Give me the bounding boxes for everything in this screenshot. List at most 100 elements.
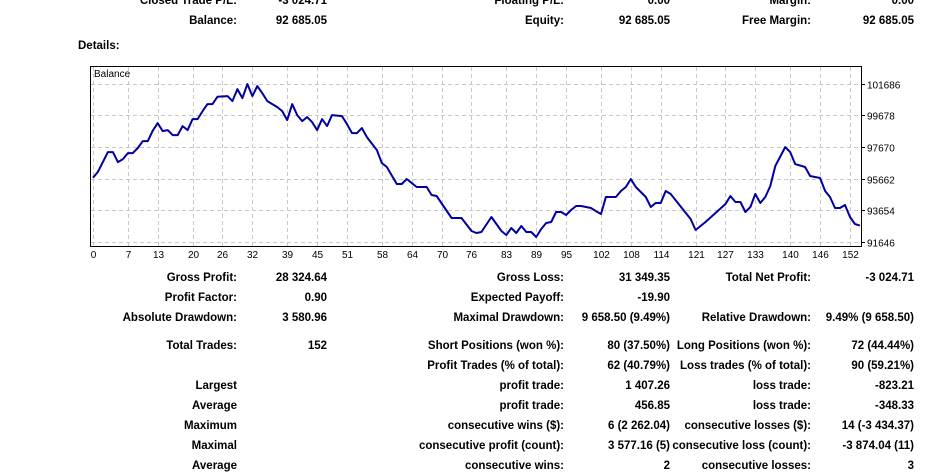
y-tick-label: 97670: [867, 144, 895, 155]
long-positions-value: 72 (44.44%): [851, 340, 914, 352]
loss-trades-label: Loss trades (% of total):: [680, 360, 811, 372]
profit-trades-label: Profit Trades (% of total):: [427, 360, 564, 372]
largest-loss-value: -823.21: [874, 380, 914, 392]
maximal-consecutive-loss-label: consecutive loss (count):: [672, 440, 811, 452]
x-tick-label: 133: [747, 250, 764, 261]
x-tick-label: 108: [623, 250, 640, 261]
gross-profit-value: 28 324.64: [275, 272, 327, 284]
margin-label: Margin:: [769, 0, 811, 7]
x-tick-label: 32: [247, 250, 259, 261]
balance-label: Balance:: [189, 15, 237, 27]
summary-row-2: Balance: 92 685.05 Equity: 92 685.05 Fre…: [0, 13, 914, 29]
expected-payoff-label: Expected Payoff:: [470, 292, 564, 304]
profit-factor-label: Profit Factor:: [164, 292, 237, 304]
balance-series-line: [92, 83, 861, 238]
x-tick-label: 146: [812, 250, 829, 261]
details-heading: Details:: [78, 40, 120, 52]
y-tick-label: 99678: [867, 112, 895, 123]
stats-row: Largest profit trade: 1 407.26 loss trad…: [0, 378, 914, 394]
equity-label: Equity:: [525, 15, 564, 27]
profit-trades-value: 62 (40.79%): [607, 360, 670, 372]
maximal-drawdown-label: Maximal Drawdown:: [453, 312, 564, 324]
avg-consecutive-losses-value: 3: [907, 460, 914, 472]
max-consecutive-wins-label: consecutive wins ($):: [447, 420, 564, 432]
profit-factor-value: 0.90: [304, 292, 327, 304]
x-tick-label: 102: [593, 250, 610, 261]
x-tick-label: 114: [654, 250, 670, 261]
x-tick-label: 152: [842, 250, 859, 261]
maximal-consecutive-profit-label: consecutive profit (count):: [418, 440, 564, 452]
x-tick-label: 89: [531, 250, 543, 261]
stats-row: Absolute Drawdown: 3 580.96 Maximal Draw…: [0, 310, 914, 326]
average-profit-label: profit trade:: [499, 400, 564, 412]
total-net-profit-value: -3 024.71: [865, 272, 914, 284]
chart-grid: [91, 67, 861, 246]
balance-value: 92 685.05: [275, 15, 327, 27]
avg-consecutive-wins-value: 2: [663, 460, 670, 472]
x-tick-label: 83: [501, 250, 513, 261]
average-loss-value: -348.33: [874, 400, 914, 412]
x-tick-label: 45: [312, 250, 324, 261]
maximum-label: Maximum: [183, 420, 237, 432]
x-tick-label: 127: [717, 250, 734, 261]
floating-pl-label: Floating P/L:: [494, 0, 564, 7]
stats-row: Profit Factor: 0.90 Expected Payoff: -19…: [0, 290, 914, 306]
y-tick-label: 93654: [867, 207, 895, 218]
balance-chart: Balance 0 7 13 20 26 32 39 45 51 58 64 70 76 83 89 95 10…: [90, 66, 901, 261]
total-trades-label: Total Trades:: [166, 340, 237, 352]
gross-loss-label: Gross Loss:: [496, 272, 564, 284]
average-loss-label: loss trade:: [752, 400, 811, 412]
x-tick-label: 95: [561, 250, 573, 261]
max-consecutive-wins-value: 6 (2 262.04): [607, 420, 670, 432]
relative-drawdown-label: Relative Drawdown:: [701, 312, 811, 324]
equity-value: 92 685.05: [618, 15, 670, 27]
floating-pl-value: 0.00: [647, 0, 670, 7]
x-tick-label: 13: [153, 250, 165, 261]
x-tick-label: 121: [688, 250, 705, 261]
stats-row: Total Trades: 152 Short Positions (won %…: [0, 338, 914, 354]
x-tick-label: 39: [282, 250, 294, 261]
summary-row-1: Closed Trade P/L: -3 024.71 Floating P/L…: [0, 0, 914, 9]
stats-row: Average profit trade: 456.85 loss trade:…: [0, 398, 914, 414]
long-positions-label: Long Positions (won %):: [676, 340, 811, 352]
x-tick-label: 7: [126, 250, 132, 261]
closed-trade-pl-value: -3 024.71: [278, 0, 327, 7]
x-tick-label: 58: [377, 250, 389, 261]
maximal-consecutive-profit-value: 3 577.16 (5): [607, 440, 670, 452]
maximal-label: Maximal: [191, 440, 237, 452]
x-tick-label: 0: [91, 250, 97, 261]
stats-row: Maximum consecutive wins ($): 6 (2 262.0…: [0, 418, 914, 434]
plot-frame: [90, 66, 862, 247]
x-tick-label: 64: [407, 250, 419, 261]
avg-consecutive-wins-label: consecutive wins:: [464, 460, 564, 472]
y-tick-label: 91646: [867, 239, 895, 250]
closed-trade-pl-label: Closed Trade P/L:: [139, 0, 237, 7]
maximal-drawdown-value: 9 658.50 (9.49%): [581, 312, 670, 324]
largest-profit-label: profit trade:: [499, 380, 564, 392]
stats-row: Gross Profit: 28 324.64 Gross Loss: 31 3…: [0, 270, 914, 286]
x-tick-label: 51: [342, 250, 354, 261]
largest-loss-label: loss trade:: [752, 380, 811, 392]
max-consecutive-losses-label: consecutive losses ($):: [684, 420, 811, 432]
loss-trades-value: 90 (59.21%): [851, 360, 914, 372]
stats-row: Profit Trades (% of total): 62 (40.79%) …: [0, 358, 914, 374]
short-positions-value: 80 (37.50%): [607, 340, 670, 352]
x-tick-label: 26: [217, 250, 229, 261]
avg-consecutive-losses-label: consecutive losses:: [701, 460, 811, 472]
stats-row: Average consecutive wins: 2 consecutive …: [0, 458, 914, 474]
average-consecutive-label: Average: [192, 460, 237, 472]
y-tick-label: 95662: [867, 176, 895, 187]
x-tick-label: 70: [437, 250, 449, 261]
relative-drawdown-value: 9.49% (9 658.50): [825, 312, 914, 324]
absolute-drawdown-label: Absolute Drawdown:: [122, 312, 237, 324]
total-trades-value: 152: [307, 340, 327, 352]
margin-value: 0.00: [891, 0, 914, 7]
absolute-drawdown-value: 3 580.96: [282, 312, 327, 324]
stats-row: Maximal consecutive profit (count): 3 57…: [0, 438, 914, 454]
maximal-consecutive-loss-value: -3 874.04 (11): [842, 440, 914, 452]
gross-profit-label: Gross Profit:: [166, 272, 237, 284]
y-tick-label: 101686: [867, 81, 901, 92]
expected-payoff-value: -19.90: [637, 292, 670, 304]
average-label: Average: [192, 400, 237, 412]
largest-label: Largest: [195, 380, 237, 392]
